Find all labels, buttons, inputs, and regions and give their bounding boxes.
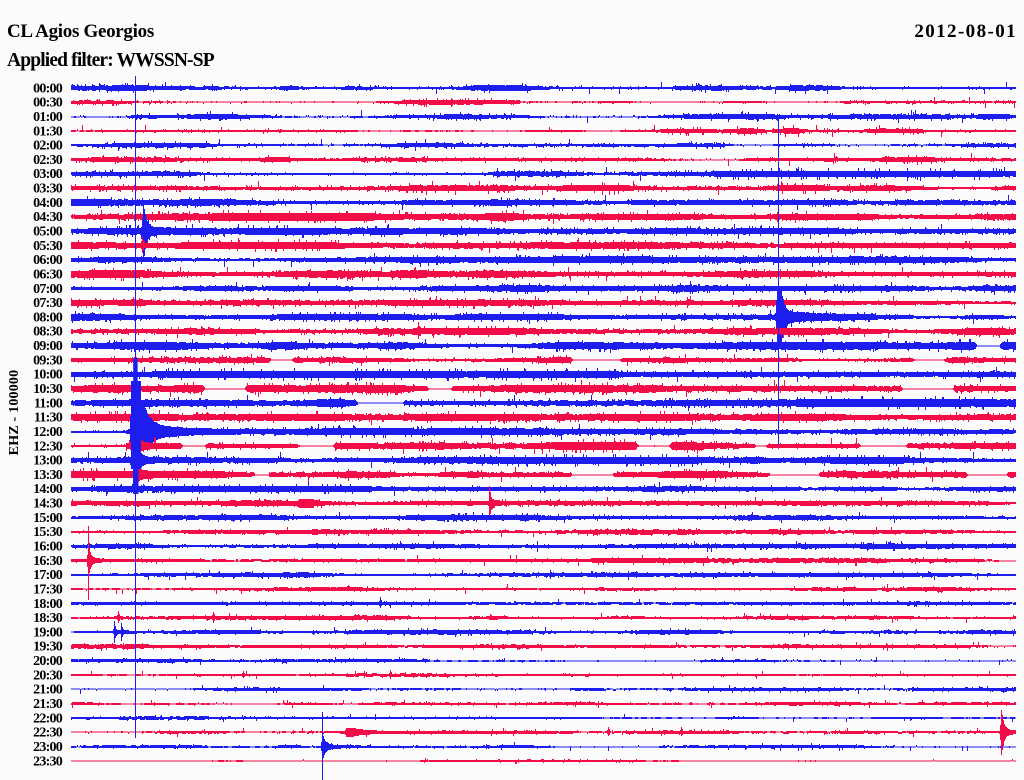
svg-text:18:00: 18:00 <box>33 597 63 612</box>
svg-text:06:30: 06:30 <box>33 267 63 282</box>
svg-text:23:30: 23:30 <box>33 754 63 769</box>
svg-text:EHZ - 100000: EHZ - 100000 <box>7 370 22 456</box>
svg-text:22:30: 22:30 <box>33 726 63 741</box>
svg-text:00:30: 00:30 <box>33 96 63 111</box>
svg-text:03:00: 03:00 <box>33 167 63 182</box>
svg-text:17:00: 17:00 <box>33 568 63 583</box>
svg-text:11:00: 11:00 <box>34 396 63 411</box>
svg-text:12:30: 12:30 <box>33 439 63 454</box>
svg-text:09:30: 09:30 <box>33 353 63 368</box>
svg-text:02:00: 02:00 <box>33 139 63 154</box>
svg-text:09:00: 09:00 <box>33 339 63 354</box>
svg-text:07:30: 07:30 <box>33 296 63 311</box>
svg-text:19:30: 19:30 <box>33 640 63 655</box>
svg-text:05:00: 05:00 <box>33 225 63 240</box>
svg-text:13:30: 13:30 <box>33 468 63 483</box>
svg-text:21:00: 21:00 <box>33 683 63 698</box>
svg-text:22:00: 22:00 <box>33 711 63 726</box>
svg-text:04:30: 04:30 <box>33 210 63 225</box>
svg-text:00:00: 00:00 <box>33 81 63 96</box>
svg-text:14:00: 14:00 <box>33 482 63 497</box>
svg-text:15:00: 15:00 <box>33 511 63 526</box>
svg-text:03:30: 03:30 <box>33 182 63 197</box>
svg-text:16:30: 16:30 <box>33 554 63 569</box>
svg-text:Applied filter: WWSSN-SP: Applied filter: WWSSN-SP <box>7 50 215 71</box>
svg-text:01:30: 01:30 <box>33 124 63 139</box>
svg-text:16:00: 16:00 <box>33 540 63 555</box>
svg-text:12:00: 12:00 <box>33 425 63 440</box>
svg-text:13:00: 13:00 <box>33 454 63 469</box>
svg-text:01:00: 01:00 <box>33 110 63 125</box>
svg-text:20:00: 20:00 <box>33 654 63 669</box>
svg-text:07:00: 07:00 <box>33 282 63 297</box>
svg-text:08:00: 08:00 <box>33 310 63 325</box>
svg-text:CL Agios Georgios: CL Agios Georgios <box>7 21 154 42</box>
svg-text:19:00: 19:00 <box>33 625 63 640</box>
svg-text:2012-08-01: 2012-08-01 <box>914 21 1017 42</box>
svg-text:21:30: 21:30 <box>33 697 63 712</box>
svg-text:08:30: 08:30 <box>33 325 63 340</box>
svg-text:15:30: 15:30 <box>33 525 63 540</box>
svg-text:23:00: 23:00 <box>33 740 63 755</box>
svg-text:04:00: 04:00 <box>33 196 63 211</box>
svg-text:11:30: 11:30 <box>34 411 63 426</box>
svg-text:17:30: 17:30 <box>33 583 63 598</box>
svg-text:10:30: 10:30 <box>33 382 63 397</box>
svg-text:10:00: 10:00 <box>33 368 63 383</box>
svg-text:02:30: 02:30 <box>33 153 63 168</box>
svg-text:20:30: 20:30 <box>33 668 63 683</box>
svg-text:14:30: 14:30 <box>33 497 63 512</box>
svg-text:06:00: 06:00 <box>33 253 63 268</box>
svg-text:18:30: 18:30 <box>33 611 63 626</box>
svg-text:05:30: 05:30 <box>33 239 63 254</box>
